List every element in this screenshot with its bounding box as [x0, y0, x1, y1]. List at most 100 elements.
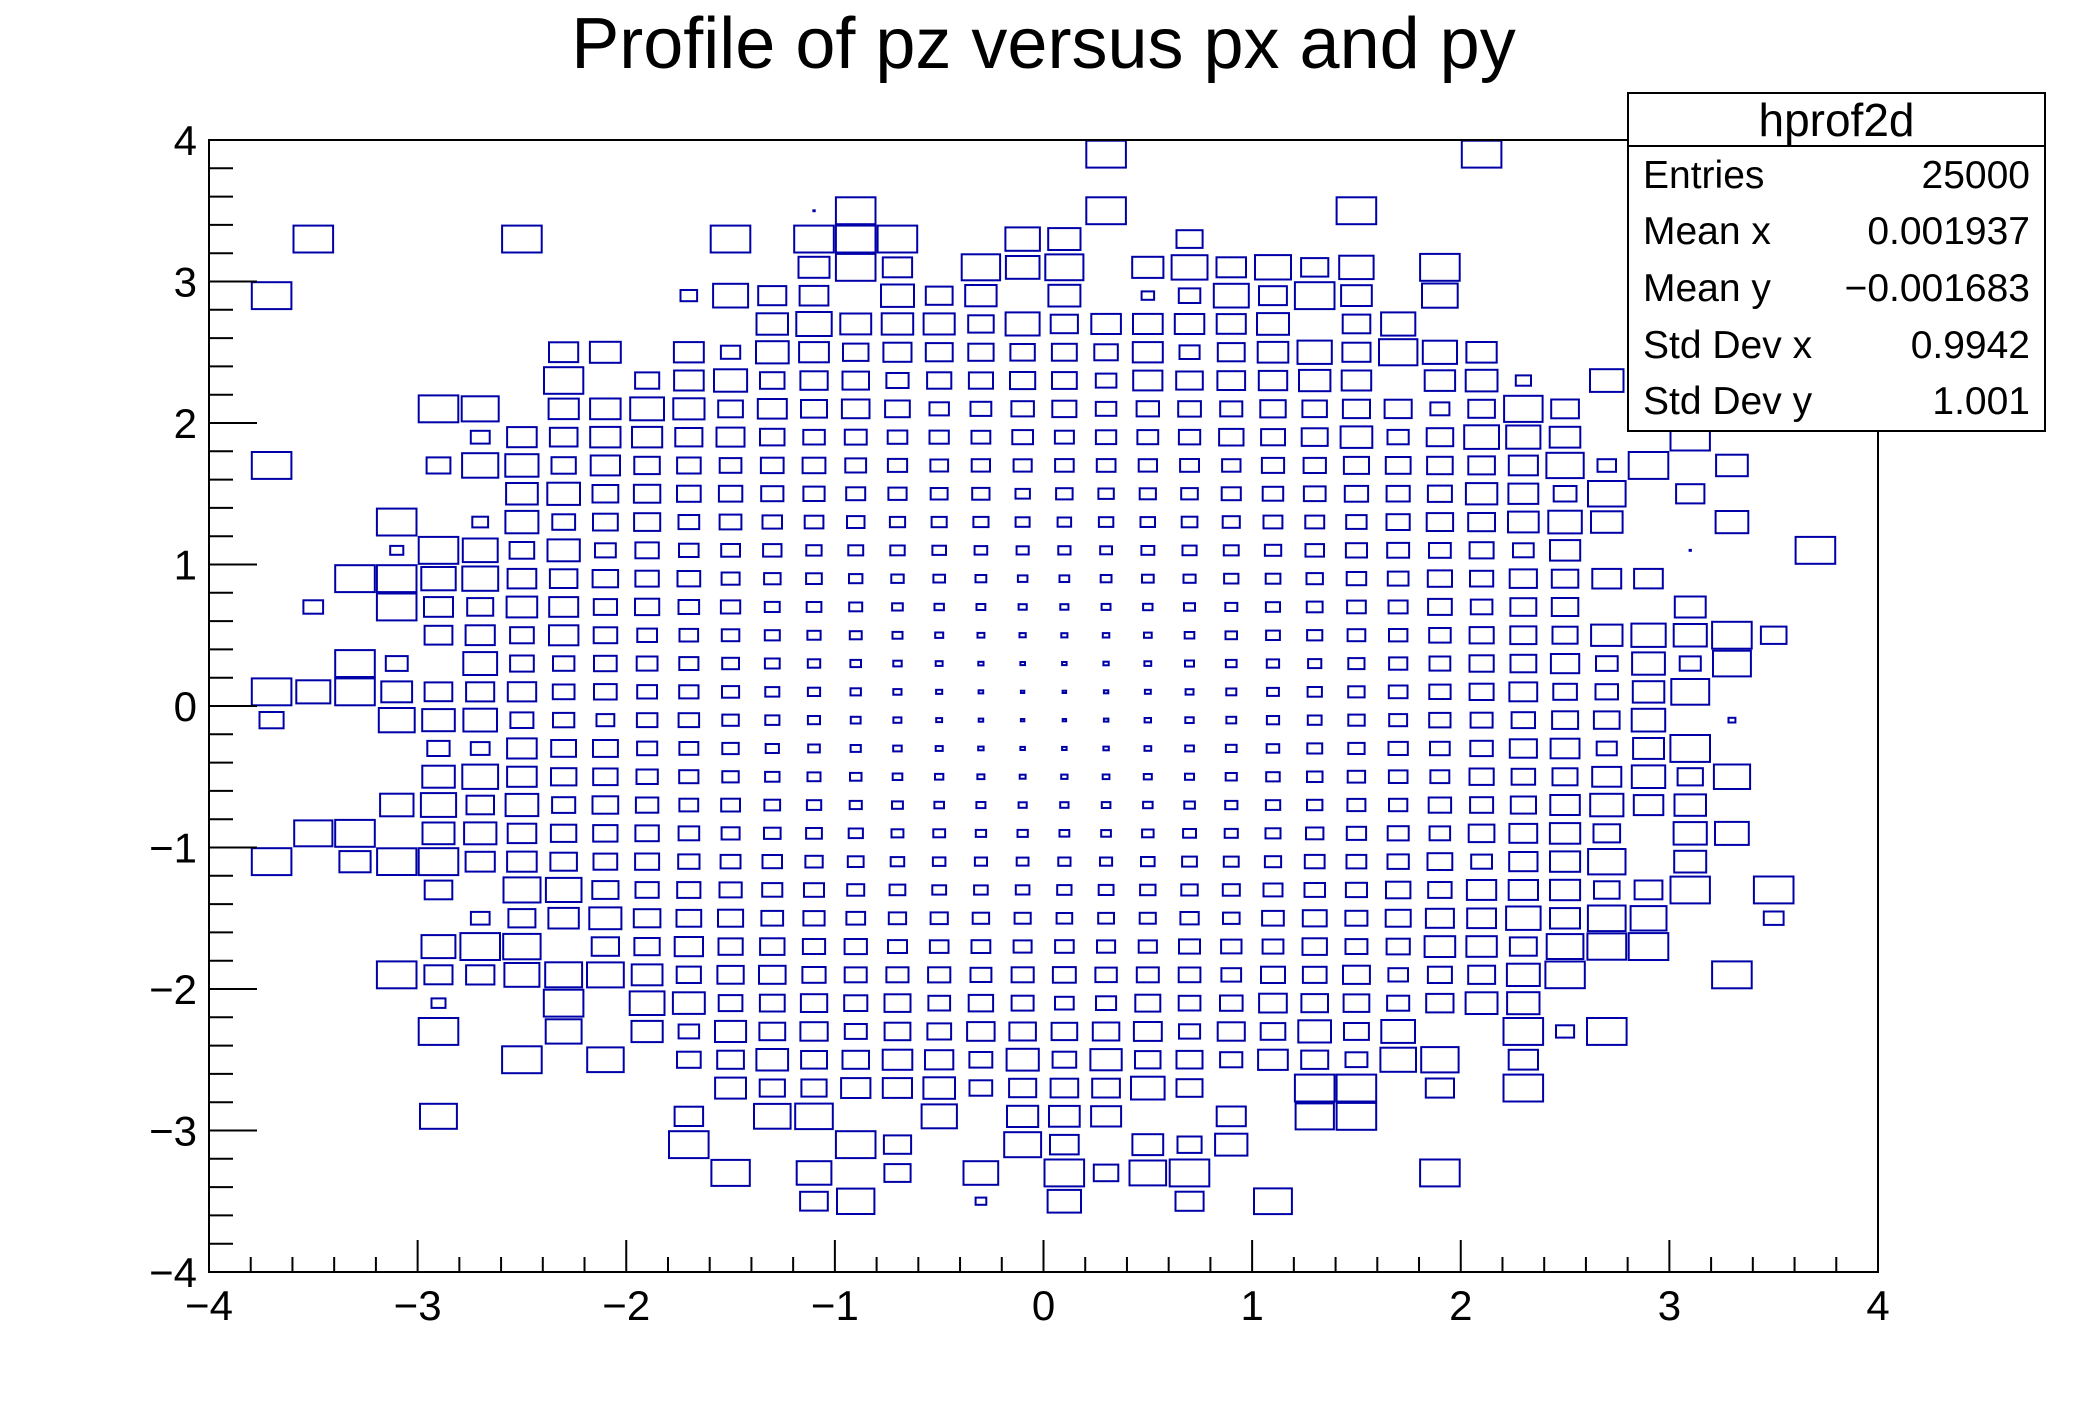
profile-box: [588, 340, 622, 364]
profile-box: [676, 570, 702, 588]
profile-box: [1184, 688, 1195, 696]
profile-box: [721, 656, 741, 671]
profile-box: [1470, 853, 1493, 870]
profile-box: [1385, 937, 1411, 956]
profile-box: [548, 341, 580, 364]
profile-box: [1047, 283, 1082, 308]
profile-box: [1630, 707, 1667, 733]
profile-box: [1304, 514, 1326, 530]
profile-box: [1012, 939, 1033, 954]
profile-box: [1134, 993, 1162, 1013]
profile-box: [717, 937, 744, 956]
profile-box: [1346, 797, 1367, 813]
profile-box: [1265, 658, 1281, 669]
profile-box: [1256, 340, 1290, 364]
profile-box: [801, 966, 827, 984]
profile-box: [1423, 935, 1457, 959]
profile-box: [1061, 689, 1068, 695]
profile-box: [1551, 625, 1579, 645]
profile-box: [1014, 516, 1031, 528]
profile-box: [763, 657, 781, 670]
profile-box: [549, 823, 578, 843]
profile-box: [973, 545, 989, 556]
profile-box: [632, 908, 662, 929]
profile-box: [507, 908, 537, 929]
profile-box: [1727, 716, 1737, 724]
profile-box: [1426, 455, 1454, 476]
profile-box: [1257, 369, 1289, 392]
profile-box: [716, 964, 745, 985]
profile-box: [1184, 772, 1195, 781]
profile-box: [762, 543, 783, 558]
profile-box: [716, 1049, 745, 1070]
profile-box: [544, 961, 584, 989]
profile-box: [1426, 484, 1453, 503]
profile-box: [1102, 745, 1110, 752]
profile-box: [1294, 1102, 1335, 1131]
profile-box: [1009, 371, 1037, 391]
profile-box: [676, 456, 702, 475]
profile-box: [1347, 657, 1366, 671]
profile-box: [591, 484, 620, 504]
profile-box: [753, 1102, 792, 1130]
profile-box: [761, 882, 784, 898]
profile-box: [1259, 1022, 1287, 1041]
profile-box: [1427, 881, 1453, 899]
y-axis-tick-label: −1: [149, 825, 197, 872]
profile-box: [1265, 743, 1281, 754]
profile-box: [1181, 855, 1198, 868]
profile-box: [1673, 793, 1707, 817]
profile-box: [631, 425, 664, 449]
profile-box: [1253, 1187, 1293, 1216]
profile-box: [546, 538, 581, 563]
profile-box: [1300, 427, 1329, 447]
profile-box: [1139, 516, 1156, 528]
profile-box: [593, 683, 618, 701]
profile-box: [461, 763, 500, 790]
profile-box: [1061, 745, 1068, 752]
profile-box: [421, 821, 456, 846]
profile-box: [542, 988, 585, 1018]
profile-box: [1095, 995, 1118, 1011]
profile-box: [1143, 631, 1153, 639]
profile-box: [1219, 994, 1244, 1012]
profile-box: [1469, 796, 1495, 814]
profile-box: [924, 1049, 955, 1071]
profile-box: [1019, 661, 1027, 667]
profile-box: [721, 741, 740, 756]
profile-box: [1306, 686, 1323, 698]
profile-box: [1012, 458, 1033, 473]
profile-box: [848, 630, 863, 641]
profile-box: [1631, 651, 1666, 676]
profile-box: [1712, 649, 1752, 678]
profile-box: [1510, 711, 1536, 730]
profile-box: [1627, 451, 1670, 480]
stats-label: Std Dev y: [1643, 380, 1813, 424]
profile-box: [1426, 852, 1454, 872]
profile-box: [293, 819, 334, 848]
profile-box: [1385, 513, 1411, 532]
profile-box: [884, 399, 911, 419]
profile-box: [419, 1102, 458, 1130]
profile-box: [880, 312, 915, 336]
profile-box: [1346, 599, 1367, 615]
profile-box: [375, 507, 418, 537]
profile-box: [550, 739, 578, 758]
profile-box: [1335, 1073, 1378, 1103]
profile-box: [1344, 1051, 1369, 1069]
profile-box: [1303, 853, 1326, 870]
profile-box: [967, 371, 995, 390]
profile-box: [1550, 568, 1580, 589]
profile-box: [1386, 853, 1410, 870]
profile-box: [1590, 623, 1624, 647]
profile-box: [1142, 602, 1154, 612]
profile-box: [592, 852, 619, 871]
profile-box: [709, 224, 752, 254]
profile-box: [420, 934, 457, 960]
profile-box: [1552, 485, 1578, 503]
profile-box: [977, 689, 985, 695]
profile-box: [423, 681, 454, 703]
profile-box: [1140, 545, 1156, 556]
profile-box: [1673, 595, 1707, 619]
profile-box: [1423, 369, 1457, 392]
